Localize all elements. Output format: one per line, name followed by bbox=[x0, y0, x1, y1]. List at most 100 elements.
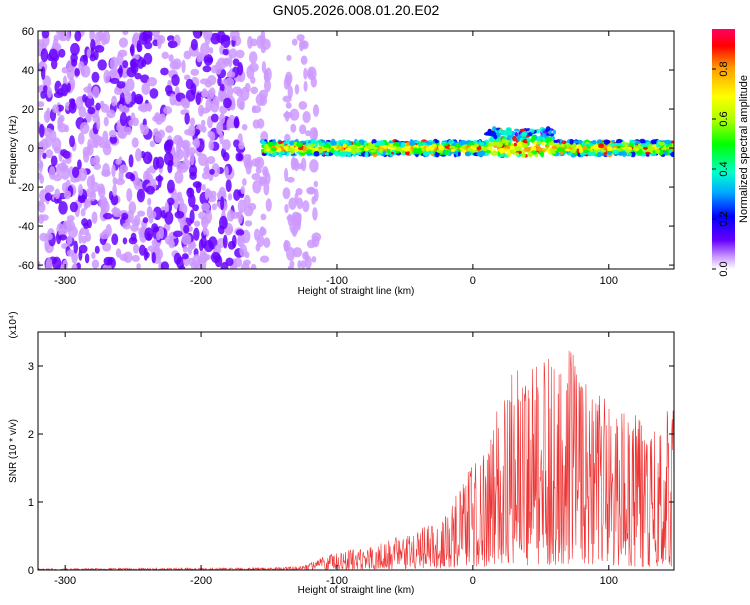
heatmap-band-cell bbox=[459, 140, 464, 146]
heatmap-band-cell bbox=[564, 142, 571, 146]
heatmap-cell bbox=[126, 66, 137, 78]
heatmap-cell bbox=[242, 178, 247, 187]
heatmap-cell bbox=[111, 233, 119, 246]
heatmap-cell bbox=[243, 194, 251, 207]
heatmap-cell bbox=[145, 173, 154, 182]
spectrogram-x-tick-label: -300 bbox=[54, 275, 76, 287]
heatmap-cell bbox=[38, 145, 45, 156]
heatmap-cell bbox=[142, 217, 149, 224]
heatmap-cell bbox=[136, 43, 143, 53]
heatmap-cell bbox=[192, 139, 199, 146]
heatmap-band-cell bbox=[306, 144, 312, 148]
heatmap-band-cell bbox=[462, 141, 469, 145]
heatmap-cell bbox=[89, 53, 96, 62]
heatmap-cell bbox=[263, 78, 272, 93]
heatmap-cell bbox=[183, 224, 190, 234]
heatmap-cell bbox=[260, 213, 267, 221]
heatmap-cell bbox=[100, 198, 107, 206]
heatmap-band-cell bbox=[298, 146, 304, 151]
heatmap-band-cell bbox=[526, 137, 531, 143]
heatmap-cell bbox=[179, 197, 184, 210]
heatmap-band-cell bbox=[612, 149, 620, 155]
heatmap-band-cell bbox=[544, 144, 549, 148]
heatmap-cell bbox=[204, 79, 213, 88]
heatmap-band-cell bbox=[489, 130, 497, 137]
colorbar-tick-label: 0.0 bbox=[718, 261, 730, 276]
heatmap-cell bbox=[158, 225, 165, 240]
heatmap-cell bbox=[147, 197, 152, 206]
spectrogram-y-label: Frequency (Hz) bbox=[8, 116, 19, 185]
colorbar-ticks: 0.0 0.2 0.4 0.6 0.8 bbox=[712, 61, 730, 277]
heatmap-cell bbox=[142, 33, 153, 43]
heatmap-band-cell bbox=[535, 146, 542, 152]
heatmap-cell bbox=[131, 254, 140, 262]
heatmap-band-cell bbox=[649, 152, 657, 156]
heatmap-cell bbox=[313, 180, 319, 188]
heatmap-band-cell bbox=[636, 150, 643, 156]
heatmap-cell bbox=[123, 251, 133, 263]
heatmap-band-cell bbox=[383, 144, 388, 150]
heatmap-cell bbox=[118, 103, 124, 112]
heatmap-cell bbox=[197, 153, 208, 166]
heatmap-cell bbox=[89, 31, 95, 42]
heatmap-band-cell bbox=[505, 135, 512, 141]
heatmap-band-cell bbox=[387, 144, 394, 147]
heatmap-band-cell bbox=[497, 141, 503, 148]
heatmap-cell bbox=[73, 240, 79, 254]
spectrogram-y-tick-label: -20 bbox=[18, 182, 34, 194]
heatmap-band-cell bbox=[542, 148, 549, 151]
heatmap-cell bbox=[311, 256, 317, 263]
heatmap-cell bbox=[217, 76, 222, 87]
heatmap-cell bbox=[183, 50, 192, 60]
heatmap-cell bbox=[182, 245, 188, 253]
heatmap-cell bbox=[219, 132, 224, 145]
heatmap-cell bbox=[168, 54, 174, 63]
heatmap-band-cell bbox=[530, 152, 534, 157]
heatmap-cell bbox=[87, 106, 96, 115]
heatmap-band-cell bbox=[650, 139, 658, 145]
heatmap-cell bbox=[239, 244, 248, 258]
colorbar-tick-label: 0.2 bbox=[718, 211, 730, 226]
heatmap-cell bbox=[166, 179, 175, 194]
heatmap-band-cell bbox=[628, 152, 632, 157]
heatmap-cell bbox=[196, 51, 203, 63]
heatmap-cell bbox=[164, 141, 171, 151]
heatmap-cell bbox=[44, 232, 53, 241]
heatmap-band-cell bbox=[437, 144, 444, 150]
heatmap-cell bbox=[174, 170, 184, 184]
heatmap-band-cell bbox=[369, 149, 377, 153]
heatmap-band-cell bbox=[266, 153, 270, 156]
heatmap-cell bbox=[50, 58, 58, 70]
heatmap-cell bbox=[112, 176, 118, 186]
heatmap-cell bbox=[302, 110, 311, 123]
heatmap-cell bbox=[116, 81, 126, 89]
heatmap-band-cell bbox=[454, 142, 461, 146]
heatmap-cell bbox=[286, 246, 296, 261]
heatmap-band-cell bbox=[606, 150, 612, 155]
heatmap-cell bbox=[96, 117, 101, 131]
heatmap-band-cell bbox=[519, 128, 527, 132]
heatmap-cell bbox=[248, 51, 258, 64]
heatmap-cell bbox=[262, 166, 269, 177]
heatmap-cell bbox=[87, 143, 94, 156]
heatmap-cell bbox=[287, 265, 295, 269]
heatmap-band-cell bbox=[263, 143, 269, 149]
heatmap-cell bbox=[244, 82, 251, 93]
heatmap-cell bbox=[291, 213, 302, 226]
heatmap-cell bbox=[205, 98, 213, 112]
heatmap-cell bbox=[230, 211, 240, 219]
heatmap-band-cell bbox=[561, 140, 567, 145]
heatmap-band-cell bbox=[560, 144, 565, 148]
heatmap-cell bbox=[259, 176, 266, 187]
heatmap-band-cell bbox=[434, 151, 440, 158]
spectrogram-y-tick-label: 20 bbox=[22, 104, 34, 116]
heatmap-cell bbox=[70, 42, 80, 56]
heatmap-band-cell bbox=[597, 140, 603, 144]
heatmap-cell bbox=[284, 110, 290, 122]
snr-x-tick-label: -300 bbox=[54, 575, 76, 587]
heatmap-band-cell bbox=[482, 147, 489, 152]
heatmap-cell bbox=[237, 235, 242, 247]
heatmap-cell bbox=[115, 248, 122, 258]
heatmap-band-cell bbox=[514, 145, 522, 152]
